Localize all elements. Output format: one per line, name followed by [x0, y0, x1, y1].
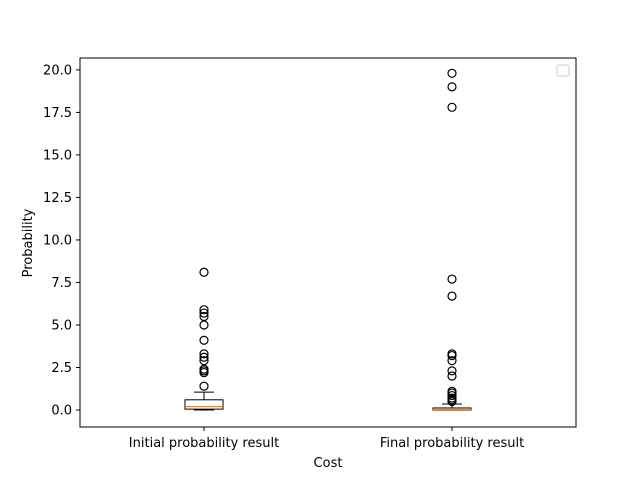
outlier-point [447, 366, 457, 376]
y-tick-label: 12.5 [43, 191, 72, 206]
box-group [184, 267, 224, 411]
plot-area [79, 57, 577, 428]
x-axis: Initial probability result Final probabil… [129, 427, 524, 451]
box-iqr [184, 399, 224, 410]
outlier-point [199, 349, 209, 359]
outlier-point [199, 335, 209, 345]
y-tick-label: 10.0 [43, 233, 72, 248]
outlier-point [447, 393, 457, 403]
outlier-point [447, 102, 457, 112]
y-tick-label: 0.0 [51, 403, 72, 418]
outlier-point [447, 274, 457, 284]
x-tick-label: Initial probability result [129, 436, 279, 451]
outlier-point [447, 386, 457, 396]
outlier-point [447, 371, 457, 381]
outlier-point [199, 267, 209, 277]
outlier-point [199, 352, 209, 362]
x-tick-label: Final probability result [380, 436, 524, 451]
outlier-point [199, 305, 209, 315]
outlier-point [199, 308, 209, 318]
outlier-point [447, 356, 457, 366]
outlier-point [447, 291, 457, 301]
outlier-point [199, 381, 209, 391]
outlier-point [447, 68, 457, 78]
outlier-point [447, 349, 457, 359]
outlier-point [447, 82, 457, 92]
outlier-point [199, 311, 209, 322]
y-tick-label: 7.5 [51, 276, 72, 291]
y-axis-label: Probability [21, 208, 36, 277]
y-axis: 0.0 2.5 5.0 7.5 10.0 12.5 15.0 17.5 20.0 [43, 63, 80, 418]
y-tick-label: 2.5 [51, 361, 72, 376]
plot-background [80, 58, 576, 427]
y-tick-label: 17.5 [43, 106, 72, 121]
y-tick-label: 5.0 [51, 318, 72, 333]
y-tick-label: 15.0 [43, 148, 72, 163]
outlier-point [199, 356, 209, 366]
plot-frame [79, 57, 577, 428]
y-tick-label: 20.0 [43, 63, 72, 78]
legend [556, 64, 570, 77]
outlier-point [447, 390, 457, 401]
x-axis-label: Cost [314, 456, 343, 471]
box-group [432, 68, 472, 411]
